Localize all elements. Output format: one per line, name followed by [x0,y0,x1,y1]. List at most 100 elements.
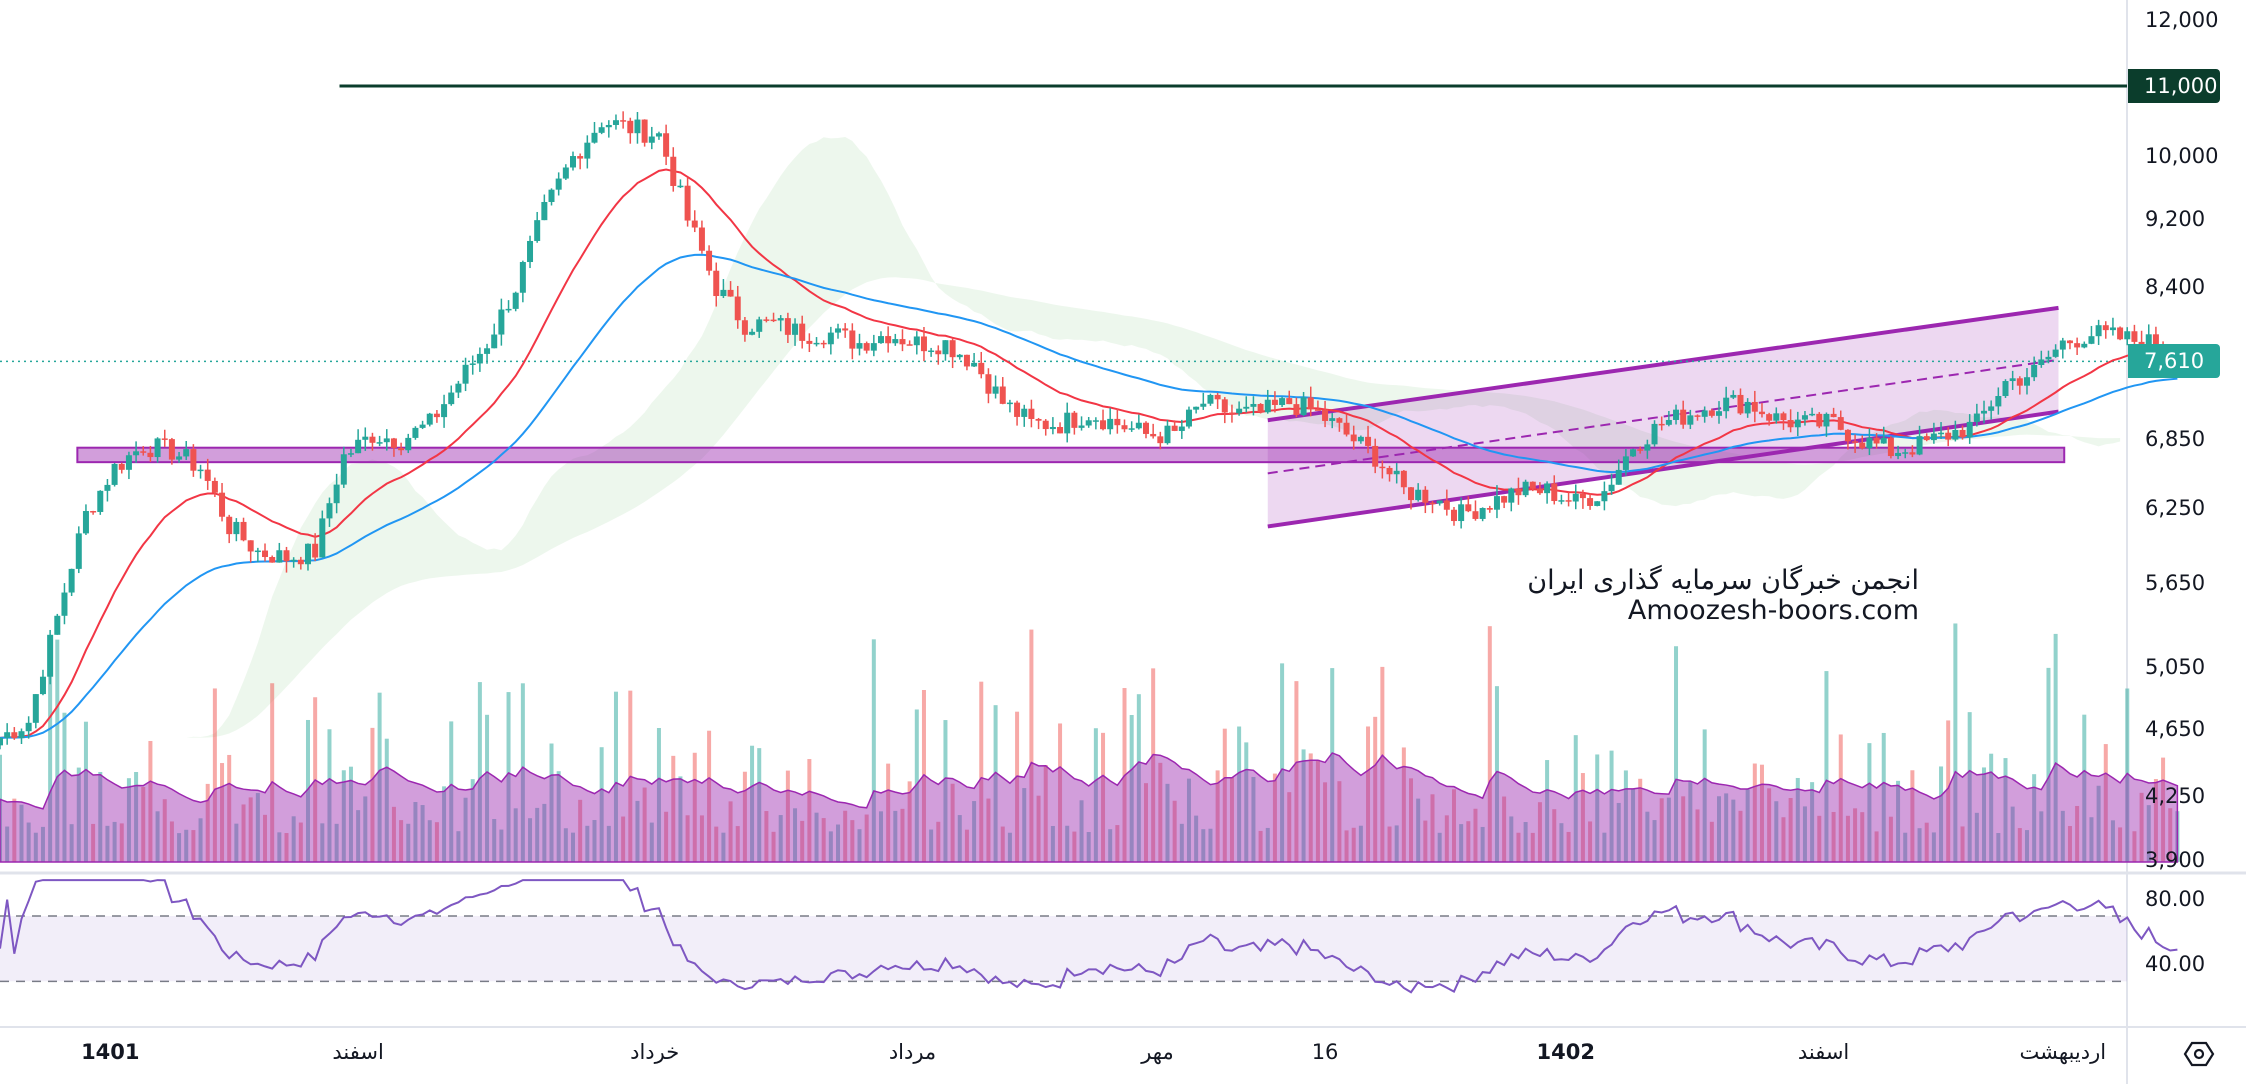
candle-body [1429,502,1436,505]
candle-body [1665,419,1672,425]
volume-bar [1344,830,1349,862]
volume-bar [785,770,790,862]
candle-body [978,362,985,375]
volume-bar [134,772,139,862]
volume-bar [828,831,833,862]
candle-body [1293,404,1300,415]
time-tick-label: 16 [1311,1040,1339,1064]
candle-body [1458,504,1465,522]
volume-bar [463,797,468,862]
candle-body [1422,489,1429,503]
volume-bar [1380,666,1385,862]
volume-bar [19,804,24,862]
volume-bar [1050,825,1055,862]
candle-body [1601,491,1608,502]
watermark-title: انجمن خبرگان سرمایه گذاری ایران [1527,565,1919,596]
price-tick-label: 3,900 [2145,848,2206,872]
volume-bar [1595,754,1600,862]
candle-body [219,492,226,517]
volume-bar [563,828,568,862]
volume-bar [155,811,160,862]
volume-bar [320,823,325,862]
candle-body [734,296,741,321]
candle-body [426,413,433,425]
candle-body [892,339,899,344]
candle-body [90,511,97,513]
volume-bar [1215,770,1220,862]
candle-body [1386,467,1393,475]
time-tick-label: 1401 [81,1040,140,1064]
candle-body [1236,408,1243,414]
candle-body [1078,425,1085,428]
volume-bar [1953,623,1958,862]
watermark-url: Amoozesh-boors.com [1627,595,1919,626]
volume-bar [1860,812,1865,862]
candle-body [1587,498,1594,506]
time-tick-label: اردیبهشت [2019,1040,2107,1064]
volume-bar [1401,747,1406,862]
candle-body [1006,402,1013,405]
candle-body [512,292,519,309]
volume-bar [843,810,848,862]
candle-body [985,374,992,394]
volume-bar [757,748,762,862]
volume-bar [1172,800,1177,862]
candle-body [455,383,462,393]
candle-body [1415,489,1422,501]
volume-bar [1287,792,1292,862]
candle-body [770,319,777,322]
volume-bar [1867,743,1872,862]
candle-body [1522,481,1529,496]
candle-body [254,550,261,553]
candle-body [1594,501,1601,506]
volume-bar [742,771,747,862]
settings-icon[interactable] [2183,1040,2215,1068]
volume-bar [1989,753,1994,862]
candle-body [1035,418,1042,421]
volume-bar [255,793,260,862]
candle-body [2095,325,2102,337]
volume-bar [1616,802,1621,862]
candle-body [47,634,54,677]
volume-bar [191,830,196,862]
volume-bar [699,815,704,862]
candle-body [118,463,125,470]
candle-body [319,518,326,558]
volume-bar [871,639,876,862]
candle-body [1866,437,1873,449]
volume-bar [578,799,583,862]
volume-bar [1237,726,1242,862]
candle-body [1443,500,1450,510]
candle-body [197,469,204,472]
candle-body [2081,343,2088,348]
volume-bar [613,691,618,862]
candle-body [877,336,884,344]
volume-bar [377,692,382,862]
volume-bar [1609,750,1614,862]
candle-body [1744,401,1751,414]
volume-bar [857,829,862,862]
candle-body [527,240,534,263]
candle-body [1465,504,1472,512]
volume-bar [1272,773,1277,862]
volume-bar [1108,829,1113,862]
candle-body [168,439,175,460]
volume-bar [2161,757,2166,862]
candle-body [347,453,354,455]
volume-bar [26,822,31,862]
candle-body [147,452,154,458]
volume-bar [1580,773,1585,862]
rsi-tick-label: 40.00 [2145,952,2206,976]
candle-body [1064,412,1071,434]
candle-body [670,156,677,186]
volume-bar [126,778,131,862]
candle-body [233,521,240,535]
candle-body [820,342,827,345]
volume-bar [986,798,991,862]
volume-bar [0,754,2,862]
candle-body [1372,445,1379,467]
candle-body [641,119,648,143]
volume-bar [1065,825,1070,862]
rsi-line [0,879,2178,994]
